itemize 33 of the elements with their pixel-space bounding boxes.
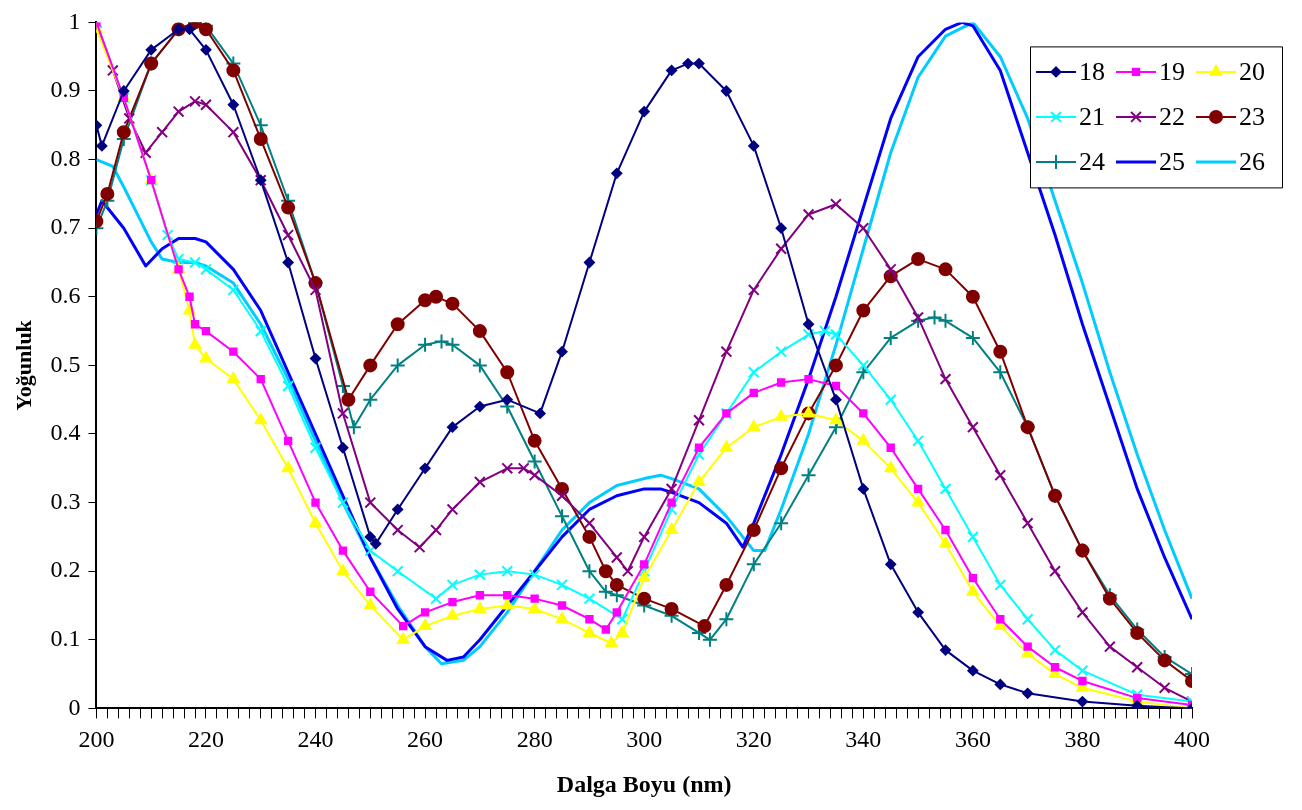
x-tick-label: 220 [187, 726, 224, 753]
y-tick-label: 0.6 [50, 282, 81, 309]
x-tick-label: 260 [407, 726, 444, 753]
y-tick-label: 0.3 [50, 487, 81, 514]
legend-label: 19 [1159, 56, 1185, 86]
legend-label: 21 [1079, 101, 1105, 131]
x-tick-label: 200 [78, 726, 115, 753]
legend-label: 25 [1159, 146, 1185, 176]
x-tick-label: 400 [1174, 726, 1210, 753]
y-tick-label: 1 [68, 7, 81, 34]
x-tick-label: 340 [845, 726, 882, 753]
y-tick-label: 0.1 [50, 625, 81, 652]
x-tick-label: 360 [954, 726, 991, 753]
x-tick-label: 380 [1064, 726, 1101, 753]
legend-label: 23 [1239, 101, 1265, 131]
x-tick-label: 280 [516, 726, 553, 753]
y-tick-label: 0.9 [50, 76, 81, 103]
legend-label: 18 [1079, 56, 1105, 86]
legend-label: 20 [1239, 56, 1265, 86]
legend-label: 24 [1079, 146, 1105, 176]
y-tick-label: 0.4 [50, 419, 81, 446]
y-tick-label: 0.8 [50, 144, 81, 171]
y-tick-label: 0.5 [50, 350, 81, 377]
x-tick-label: 320 [735, 726, 772, 753]
y-tick-label: 0.2 [50, 556, 81, 583]
y-tick-label: 0.7 [50, 213, 81, 240]
legend-label: 22 [1159, 101, 1185, 131]
x-axis-title: Dalga Boyu (nm) [556, 770, 732, 797]
legend-label: 26 [1239, 146, 1265, 176]
x-tick-label: 300 [626, 726, 663, 753]
y-axis-title: Yoğunluk [10, 319, 36, 411]
x-tick-label: 240 [297, 726, 334, 753]
y-tick-label: 0 [68, 693, 81, 720]
